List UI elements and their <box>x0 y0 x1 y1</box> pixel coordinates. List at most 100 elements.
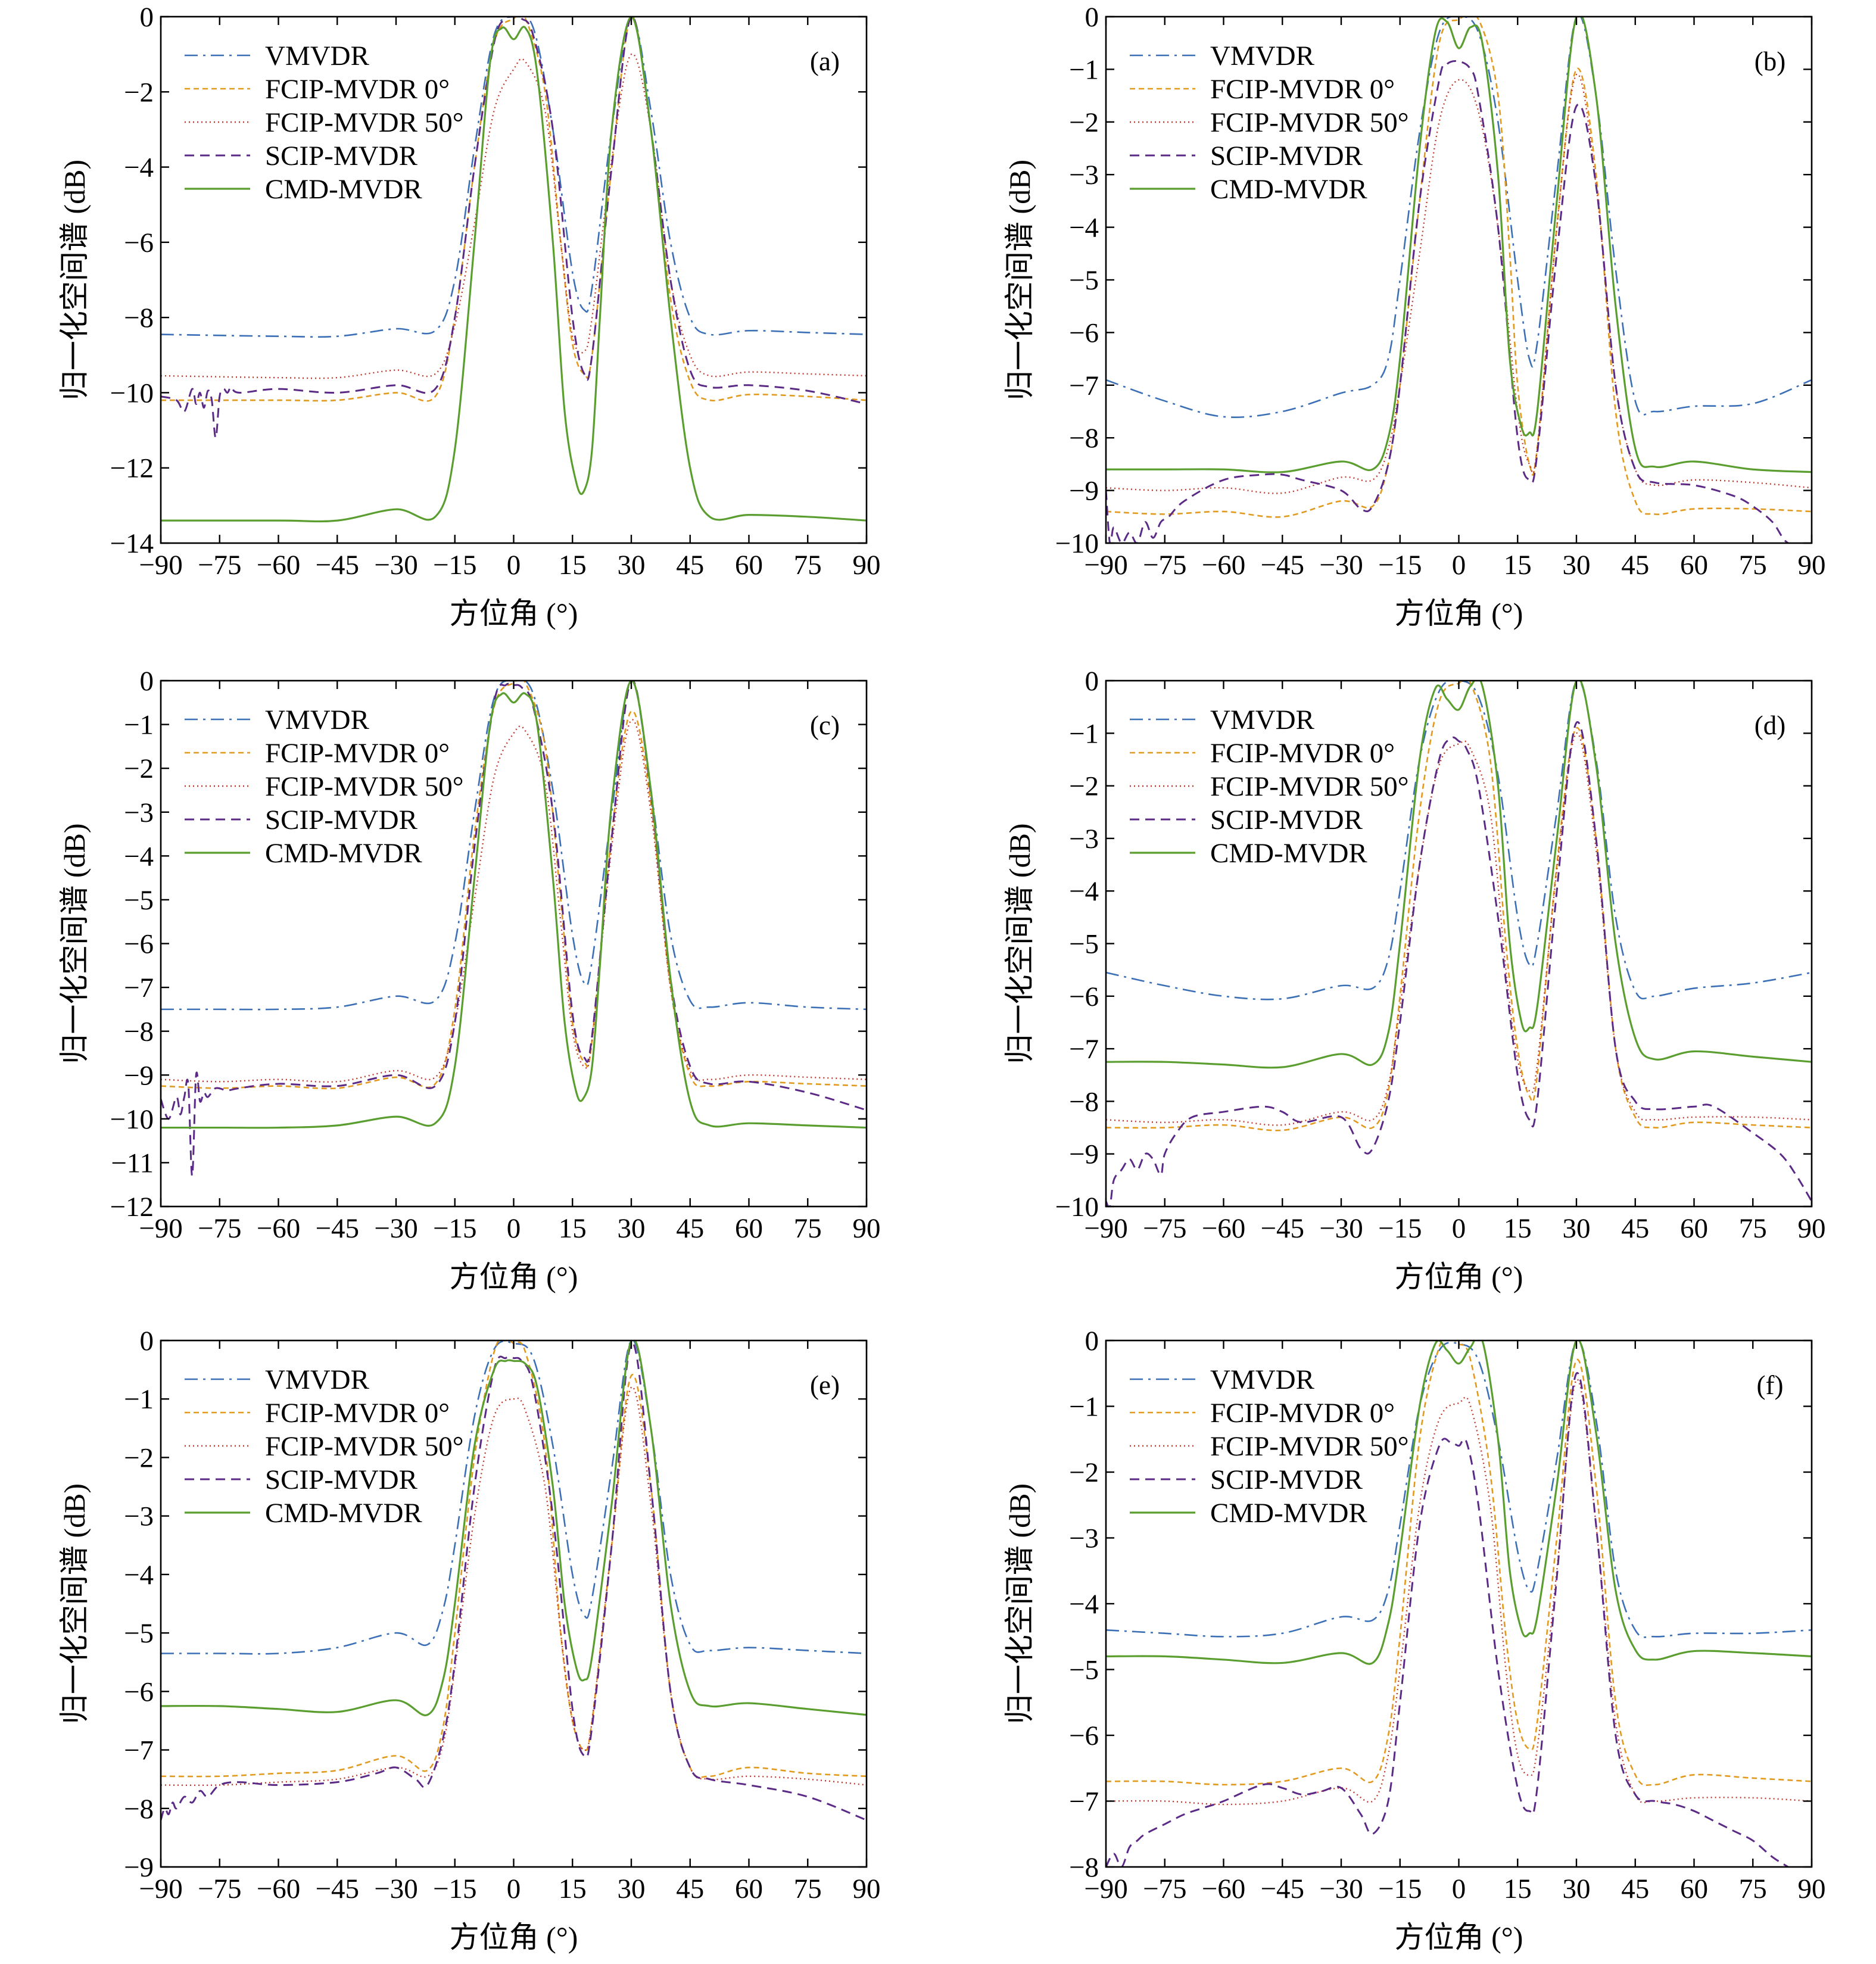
x-tick-label-a: −45 <box>315 550 359 581</box>
series-line-a-3 <box>161 53 867 379</box>
x-tick-label-b: 90 <box>1798 550 1826 581</box>
y-tick-label-d: 0 <box>1085 666 1099 697</box>
x-tick-label-d: −75 <box>1143 1213 1187 1244</box>
x-tick-label-a: 45 <box>676 550 704 581</box>
y-tick-label-b: −8 <box>1069 423 1099 454</box>
x-tick-label-c: 60 <box>735 1213 763 1244</box>
x-tick-label-b: 15 <box>1504 550 1532 581</box>
panel-label-a: (a) <box>810 46 840 76</box>
x-tick-label-d: −90 <box>1084 1213 1128 1244</box>
panel-b: −90 −75 −60 −45 −30 −15 0 15 30 45 60 75 90 0 −1 −2 −3 −4… <box>1003 2 1826 630</box>
series-line-d-2 <box>1106 681 1812 1131</box>
y-tick-label-a: −12 <box>110 453 154 484</box>
y-tick-label-d: −4 <box>1069 876 1099 907</box>
legend-label-c-3: FCIP-MVDR 50° <box>265 771 464 802</box>
legend-label-a-3: FCIP-MVDR 50° <box>265 107 464 138</box>
x-tick-label-c: −15 <box>433 1213 477 1244</box>
legend-label-f-3: FCIP-MVDR 50° <box>1210 1431 1409 1462</box>
x-tick-label-d: −45 <box>1260 1213 1304 1244</box>
x-tick-label-a: 60 <box>735 550 763 581</box>
y-tick-label-d: −8 <box>1069 1086 1099 1117</box>
series-group-a <box>161 17 867 523</box>
legend-label-d-4: SCIP-MVDR <box>1210 805 1363 836</box>
x-tick-label-f: 30 <box>1563 1873 1591 1904</box>
x-tick-label-c: −30 <box>374 1213 418 1244</box>
x-tick-label-c: 45 <box>676 1213 704 1244</box>
y-tick-label-a: −14 <box>110 528 154 559</box>
y-tick-label-b: −7 <box>1069 370 1099 401</box>
series-group-f <box>1106 1340 1812 1867</box>
x-tick-label-f: 90 <box>1798 1873 1826 1904</box>
y-tick-label-f: −4 <box>1069 1589 1099 1620</box>
series-line-f-5 <box>1106 1340 1812 1665</box>
y-tick-label-d: −2 <box>1069 771 1099 802</box>
x-tick-label-e: −45 <box>315 1873 359 1904</box>
y-tick-label-c: 0 <box>140 666 154 697</box>
x-tick-label-e: 0 <box>507 1873 521 1904</box>
x-tick-label-e: −75 <box>198 1873 242 1904</box>
series-group-e <box>161 1340 867 1821</box>
legend-label-c-1: VMVDR <box>265 704 370 735</box>
y-tick-label-f: −8 <box>1069 1852 1099 1883</box>
x-tick-label-b: 60 <box>1680 550 1708 581</box>
legend-label-b-5: CMD-MVDR <box>1210 174 1367 205</box>
x-tick-label-e: 15 <box>559 1873 587 1904</box>
x-tick-label-b: −30 <box>1319 550 1363 581</box>
y-tick-label-c: −5 <box>124 885 154 916</box>
y-tick-label-b: −5 <box>1069 265 1099 296</box>
y-axis-label-f: 归一化空间谱 (dB) <box>1003 1483 1036 1724</box>
series-line-c-5 <box>161 681 867 1129</box>
x-tick-label-b: −75 <box>1143 550 1187 581</box>
x-tick-label-d: 60 <box>1680 1213 1708 1244</box>
x-tick-label-a: 90 <box>853 550 881 581</box>
legend-label-b-2: FCIP-MVDR 0° <box>1210 74 1395 105</box>
x-tick-label-b: −45 <box>1260 550 1304 581</box>
legend-label-c-4: SCIP-MVDR <box>265 805 418 836</box>
legend-label-e-3: FCIP-MVDR 50° <box>265 1431 464 1462</box>
y-tick-label-a: −2 <box>124 77 154 108</box>
y-tick-label-e: −7 <box>124 1735 154 1766</box>
panel-a: −90 −75 −60 −45 −30 −15 0 15 30 45 60 75 90 0 −2 −4 −6 −8… <box>58 2 881 630</box>
x-tick-label-f: −30 <box>1319 1873 1363 1904</box>
series-line-b-5 <box>1106 17 1812 473</box>
y-tick-label-d: −5 <box>1069 929 1099 960</box>
y-tick-label-c: −6 <box>124 929 154 960</box>
series-group-b <box>1106 17 1812 543</box>
y-tick-label-e: −9 <box>124 1852 154 1883</box>
legend-label-b-1: VMVDR <box>1210 40 1315 71</box>
x-tick-label-f: −75 <box>1143 1873 1187 1904</box>
x-tick-label-a: −60 <box>257 550 301 581</box>
x-tick-label-c: 30 <box>618 1213 646 1244</box>
y-tick-label-b: −4 <box>1069 213 1099 244</box>
x-tick-label-b: 0 <box>1452 550 1466 581</box>
legend-label-f-5: CMD-MVDR <box>1210 1498 1367 1529</box>
y-tick-label-c: −1 <box>124 710 154 741</box>
y-tick-label-c: −8 <box>124 1017 154 1048</box>
y-tick-label-f: −5 <box>1069 1655 1099 1686</box>
y-tick-label-f: −7 <box>1069 1787 1099 1818</box>
x-tick-label-d: 45 <box>1621 1213 1649 1244</box>
series-line-c-2 <box>161 681 867 1090</box>
series-line-b-4 <box>1106 60 1812 543</box>
x-tick-label-d: −30 <box>1319 1213 1363 1244</box>
legend-label-a-2: FCIP-MVDR 0° <box>265 74 450 105</box>
x-tick-label-d: −60 <box>1202 1213 1246 1244</box>
legend-label-d-3: FCIP-MVDR 50° <box>1210 771 1409 802</box>
x-tick-label-f: 0 <box>1452 1873 1466 1904</box>
y-tick-label-c: −9 <box>124 1060 154 1091</box>
panel-label-d: (d) <box>1755 710 1785 740</box>
x-tick-label-a: 15 <box>559 550 587 581</box>
legend-label-a-4: SCIP-MVDR <box>265 141 418 172</box>
y-axis-label-d: 归一化空间谱 (dB) <box>1003 823 1036 1064</box>
y-tick-label-e: −5 <box>124 1618 154 1649</box>
y-tick-label-e: −6 <box>124 1676 154 1707</box>
series-line-a-2 <box>161 17 867 402</box>
series-group-d <box>1106 681 1812 1207</box>
legend-label-e-1: VMVDR <box>265 1364 370 1395</box>
panel-label-f: (f) <box>1757 1370 1784 1400</box>
y-tick-label-c: −12 <box>110 1192 154 1223</box>
panel-e: −90 −75 −60 −45 −30 −15 0 15 30 45 60 75 90 0 −1 −2 −3 −4… <box>58 1326 881 1954</box>
series-line-f-4 <box>1106 1371 1789 1867</box>
